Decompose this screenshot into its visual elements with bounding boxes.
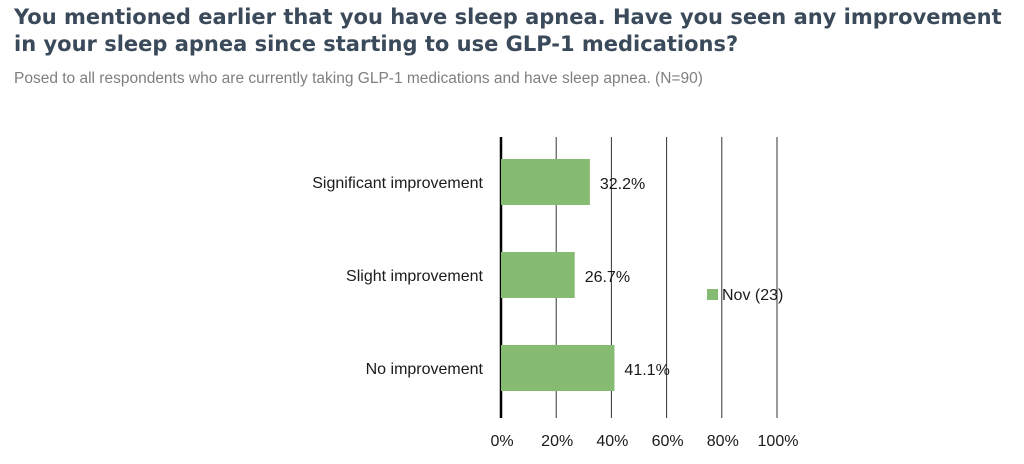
page-subtitle: Posed to all respondents who are current… (14, 70, 703, 87)
x-tick-label: 40% (596, 433, 628, 450)
x-tick-label: 0% (490, 433, 513, 450)
data-label: 26.7% (585, 269, 630, 286)
x-tick-label: 100% (758, 433, 799, 450)
x-tick-label: 20% (541, 433, 573, 450)
bar (501, 252, 575, 298)
x-tick-label: 60% (652, 433, 684, 450)
page-title: You mentioned earlier that you have slee… (14, 5, 1002, 56)
category-label: Significant improvement (312, 175, 483, 192)
legend-label: Nov (23) (722, 287, 783, 304)
legend: Nov (23) (707, 287, 783, 304)
data-label: 32.2% (600, 176, 645, 193)
x-tick-label: 80% (707, 433, 739, 450)
category-label: No improvement (366, 361, 484, 378)
bar (501, 159, 590, 205)
bar (501, 345, 615, 391)
category-label: Slight improvement (346, 268, 484, 285)
data-label: 41.1% (624, 362, 669, 379)
bars (501, 159, 615, 391)
legend-swatch (707, 289, 718, 300)
labels: Significant improvement 32.2% Slight impro… (312, 175, 798, 450)
